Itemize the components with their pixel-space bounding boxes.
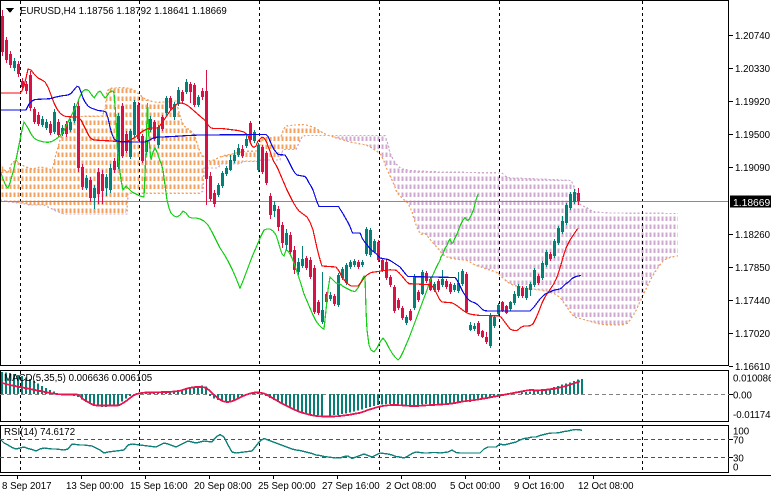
svg-text:5 Oct 00:00: 5 Oct 00:00	[450, 481, 501, 492]
svg-text:8 Sep 2017: 8 Sep 2017	[2, 481, 52, 492]
svg-text:1.17020: 1.17020	[735, 329, 771, 340]
svg-text:1.19090: 1.19090	[735, 163, 771, 174]
svg-text:70: 70	[733, 436, 744, 447]
svg-text:1.19500: 1.19500	[735, 130, 771, 141]
svg-text:EURUSD,H4 1.18756 1.18792 1.1: EURUSD,H4 1.18756 1.18792 1.18641 1.1866…	[20, 6, 227, 17]
svg-text:2 Oct 08:00: 2 Oct 08:00	[386, 481, 437, 492]
svg-text:0.00: 0.00	[733, 391, 752, 402]
svg-text:0.010086: 0.010086	[733, 374, 771, 385]
svg-text:1.16610: 1.16610	[735, 362, 771, 373]
svg-text:1.17440: 1.17440	[735, 296, 771, 307]
svg-text:1.19920: 1.19920	[735, 97, 771, 108]
svg-text:20 Sep 08:00: 20 Sep 08:00	[194, 481, 252, 492]
svg-text:30: 30	[733, 454, 744, 465]
svg-text:RSI(14) 74.6172: RSI(14) 74.6172	[4, 427, 75, 438]
svg-text:100: 100	[733, 427, 750, 438]
svg-text:0: 0	[733, 463, 739, 474]
svg-text:25 Sep 00:00: 25 Sep 00:00	[258, 481, 316, 492]
svg-text:1.18260: 1.18260	[735, 230, 771, 241]
svg-text:27 Sep 16:00: 27 Sep 16:00	[322, 481, 380, 492]
svg-text:1.20330: 1.20330	[735, 64, 771, 75]
svg-text:9 Oct 16:00: 9 Oct 16:00	[514, 481, 565, 492]
svg-text:-0.011747: -0.011747	[733, 410, 771, 421]
svg-text:1.20740: 1.20740	[735, 31, 771, 42]
svg-text:13 Sep 00:00: 13 Sep 00:00	[66, 481, 124, 492]
svg-text:1.18669: 1.18669	[733, 198, 770, 209]
svg-text:1.17850: 1.17850	[735, 263, 771, 274]
svg-text:MACD(5,35,5) 0.006636 0.006105: MACD(5,35,5) 0.006636 0.006105	[4, 373, 152, 384]
svg-text:12 Oct 08:00: 12 Oct 08:00	[578, 481, 634, 492]
svg-text:15 Sep 16:00: 15 Sep 16:00	[130, 481, 188, 492]
